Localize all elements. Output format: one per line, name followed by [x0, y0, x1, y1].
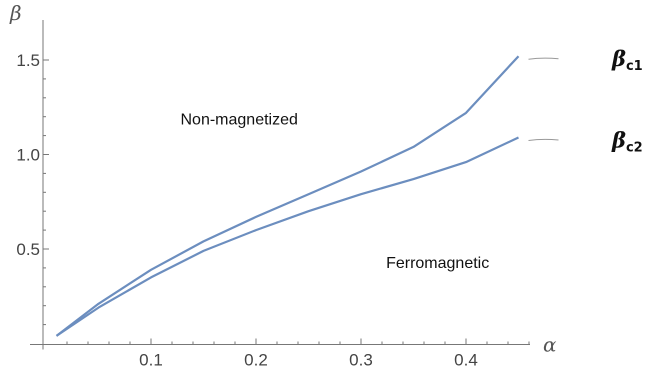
x-tick-label: 0.4: [454, 351, 478, 369]
y-axis-label: β: [9, 1, 22, 25]
x-tick-label: 0.2: [244, 351, 268, 369]
annotation-1: Ferromagnetic: [386, 255, 489, 272]
series-label-subscript: c2: [626, 140, 643, 155]
series-leader-c1: [528, 57, 559, 60]
series-label-c2: βc2: [611, 127, 643, 155]
series-label-symbol: β: [611, 46, 626, 71]
annotation-0: Non-magnetized: [180, 112, 297, 129]
series-label-subscript: c1: [626, 59, 643, 74]
series-leader-c2: [528, 138, 559, 141]
series-label-symbol: β: [611, 127, 626, 152]
axes: 0.1 0.2 0.3 0.4 0.5 1.0 1.5: [16, 20, 530, 369]
y-tick-label: 1.5: [16, 51, 40, 70]
series-line-c2: [55, 136, 519, 337]
series-line-c1: [55, 55, 520, 337]
x-axis-label: α: [543, 333, 557, 357]
x-tick-label: 0.1: [139, 351, 163, 369]
y-tick-label: 1.0: [16, 146, 40, 165]
series-label-c1: βc1: [611, 46, 643, 74]
y-tick-label: 0.5: [16, 240, 40, 259]
curves: [55, 55, 520, 337]
x-tick-label: 0.3: [349, 351, 373, 369]
